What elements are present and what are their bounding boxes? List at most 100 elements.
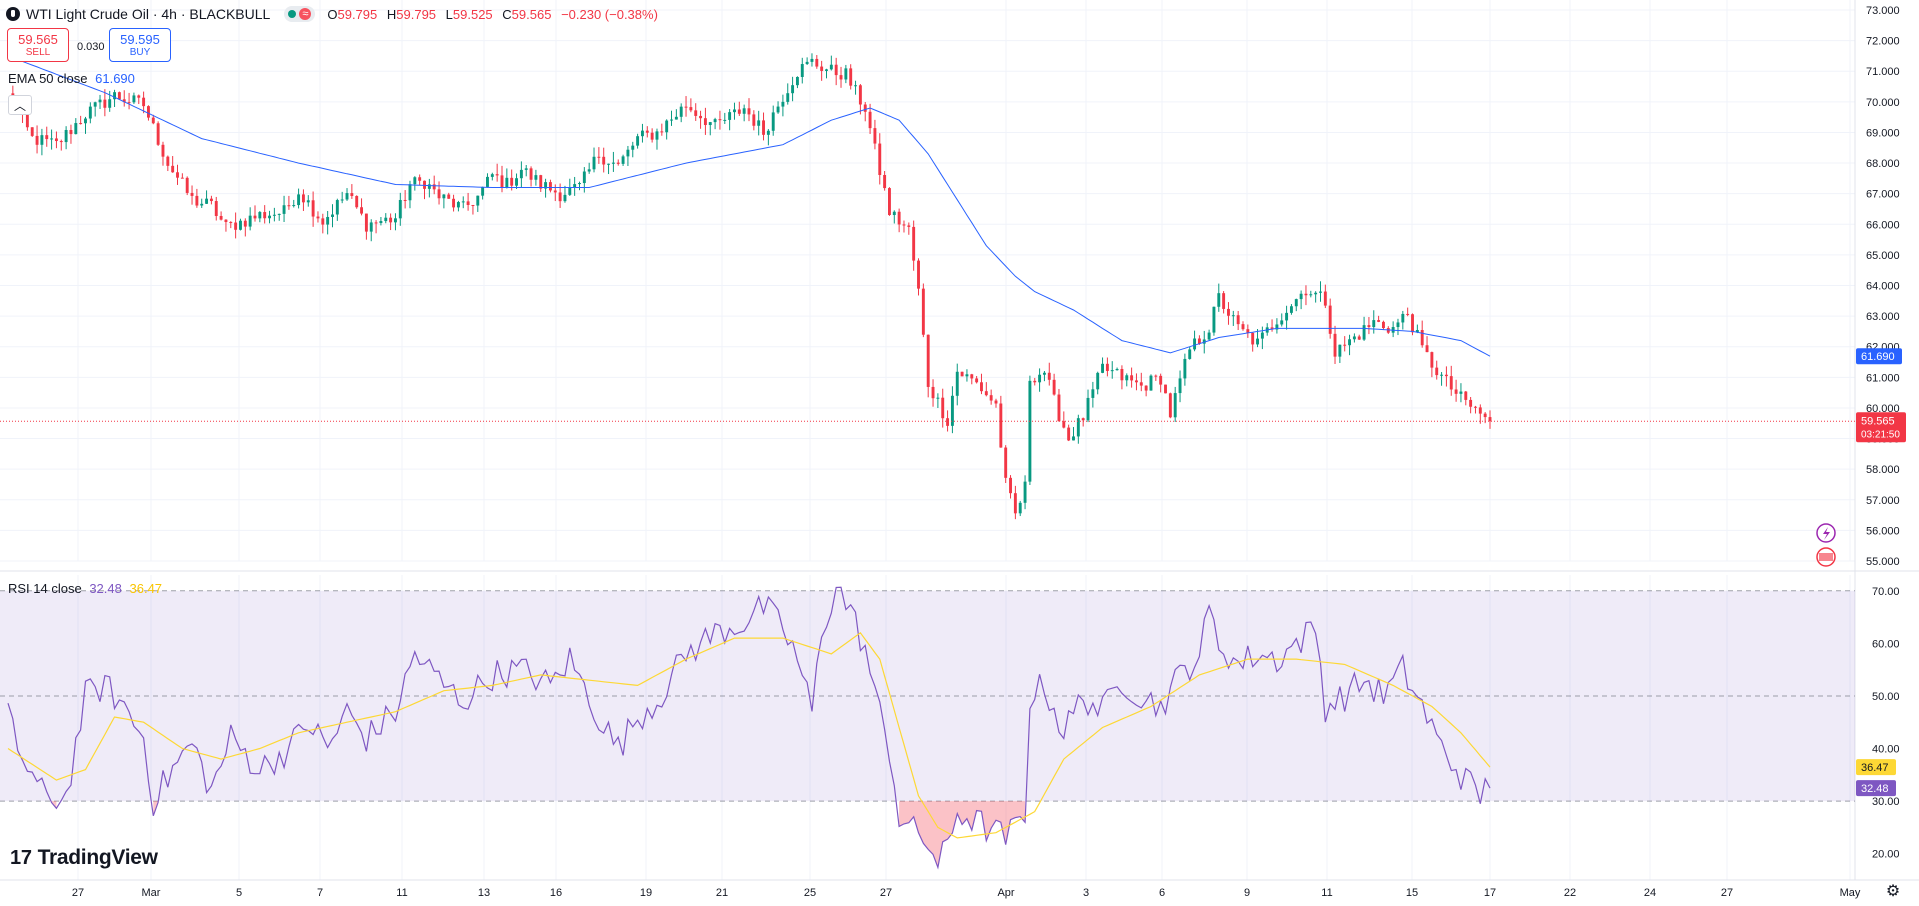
candle-body	[360, 207, 364, 214]
candle-body	[1377, 320, 1381, 322]
candle-body	[1396, 322, 1400, 328]
time-tick-label: Mar	[142, 887, 161, 899]
buy-button[interactable]: 59.595 BUY	[109, 28, 171, 62]
market-status-badge[interactable]: ≈	[284, 6, 316, 22]
candle-body	[64, 129, 68, 143]
candle-body	[1072, 436, 1075, 441]
collapse-legend-button[interactable]: ︿	[8, 95, 32, 115]
candle-body	[1120, 368, 1124, 381]
candle-body	[1357, 336, 1361, 340]
rsi-ma-badge-label: 36.47	[1861, 762, 1889, 774]
gear-icon[interactable]: ⚙	[1885, 883, 1901, 900]
tradingview-logo[interactable]: 17 TradingView	[10, 846, 158, 870]
candle-body	[1028, 380, 1032, 482]
candle-body	[975, 378, 979, 383]
price-tick-label: 58.000	[1866, 464, 1900, 476]
candle-body	[800, 64, 804, 77]
price-tick-label: 63.000	[1866, 311, 1900, 323]
candle-body	[500, 175, 504, 188]
candle-body	[960, 371, 964, 377]
candle-body	[466, 201, 470, 206]
candle-body	[379, 221, 383, 224]
candle-body	[747, 108, 751, 115]
candle-body	[897, 211, 901, 225]
candle-body	[1401, 313, 1405, 323]
candle-body	[684, 106, 688, 108]
change-value: −0.230 (−0.38%)	[561, 6, 658, 22]
candle-body	[505, 177, 509, 188]
candle-body	[1164, 384, 1167, 394]
candle-body	[287, 205, 291, 207]
tradingview-mark-icon: 17	[10, 846, 32, 869]
sell-button[interactable]: 59.565 SELL	[7, 28, 69, 62]
time-tick-label: 15	[1406, 887, 1418, 899]
candle-body	[1231, 315, 1235, 317]
candle-body	[887, 188, 891, 216]
candle-body	[1430, 352, 1434, 368]
candle-body	[1105, 363, 1109, 371]
candle-body	[1309, 294, 1313, 296]
candle-body	[587, 169, 591, 172]
candle-body	[176, 172, 179, 178]
sell-label: SELL	[25, 47, 51, 58]
rsi-line	[7, 586, 1491, 870]
time-tick-label: 11	[1321, 887, 1332, 899]
candle-body	[25, 113, 29, 128]
candle-body	[398, 199, 402, 219]
rsi-name: RSI 14 close	[8, 581, 82, 596]
candle-body	[1207, 332, 1211, 340]
candle-body	[340, 199, 344, 201]
candle-body	[1449, 376, 1453, 390]
candle-body	[849, 68, 853, 86]
candle-body	[1202, 339, 1206, 344]
candle-body	[534, 175, 538, 180]
ema-price-badge	[1856, 348, 1902, 365]
candle-body	[301, 194, 305, 203]
time-tick-label: 25	[804, 887, 816, 899]
rsi-legend[interactable]: RSI 14 close 32.48 36.47	[8, 581, 162, 596]
candle-body	[364, 213, 368, 232]
ema-name: EMA 50 close	[8, 71, 88, 86]
candle-body	[1081, 418, 1085, 421]
candle-body	[810, 58, 814, 62]
candle-body	[1381, 321, 1385, 329]
candle-body	[1285, 312, 1289, 321]
candle-body	[239, 220, 242, 230]
time-tick-label: 21	[716, 887, 728, 899]
candle-body	[258, 212, 262, 219]
us-flag-stripes	[1819, 553, 1833, 561]
rsi-tick-label: 60.00	[1872, 638, 1900, 650]
candle-body	[1425, 345, 1429, 353]
price-tick-label: 65.000	[1866, 250, 1900, 262]
candle-body	[224, 219, 228, 223]
candle-body	[403, 199, 407, 201]
candle-body	[519, 169, 523, 179]
current-price-label: 59.565	[1861, 415, 1895, 427]
lightning-glyph	[1823, 527, 1830, 540]
candle-body	[432, 184, 436, 190]
candle-body	[805, 61, 809, 65]
tradingview-name: TradingView	[37, 846, 158, 869]
candle-body	[762, 120, 765, 135]
candle-body	[1042, 372, 1046, 375]
candle-body	[1483, 413, 1487, 418]
candle-body	[393, 218, 397, 223]
candle-body	[166, 156, 170, 166]
candle-body	[742, 108, 746, 114]
candle-body	[1304, 293, 1308, 296]
candle-body	[820, 66, 824, 71]
rsi-tick-label: 70.00	[1872, 586, 1900, 598]
candle-body	[127, 102, 131, 104]
candle-body	[1023, 481, 1027, 503]
candle-body	[248, 215, 252, 227]
candle-body	[331, 214, 334, 217]
symbol-legend[interactable]: WTI Light Crude Oil · 4h · BLACKBULL ≈ O…	[6, 4, 664, 24]
candle-body	[1130, 375, 1134, 381]
candle-body	[1478, 407, 1482, 414]
candle-body	[917, 260, 920, 289]
low-value: 59.525	[452, 6, 493, 22]
candle-body	[1420, 330, 1424, 346]
symbol-title[interactable]: WTI Light Crude Oil · 4h · BLACKBULL	[26, 6, 271, 22]
ema-legend[interactable]: EMA 50 close 61.690	[8, 71, 135, 86]
